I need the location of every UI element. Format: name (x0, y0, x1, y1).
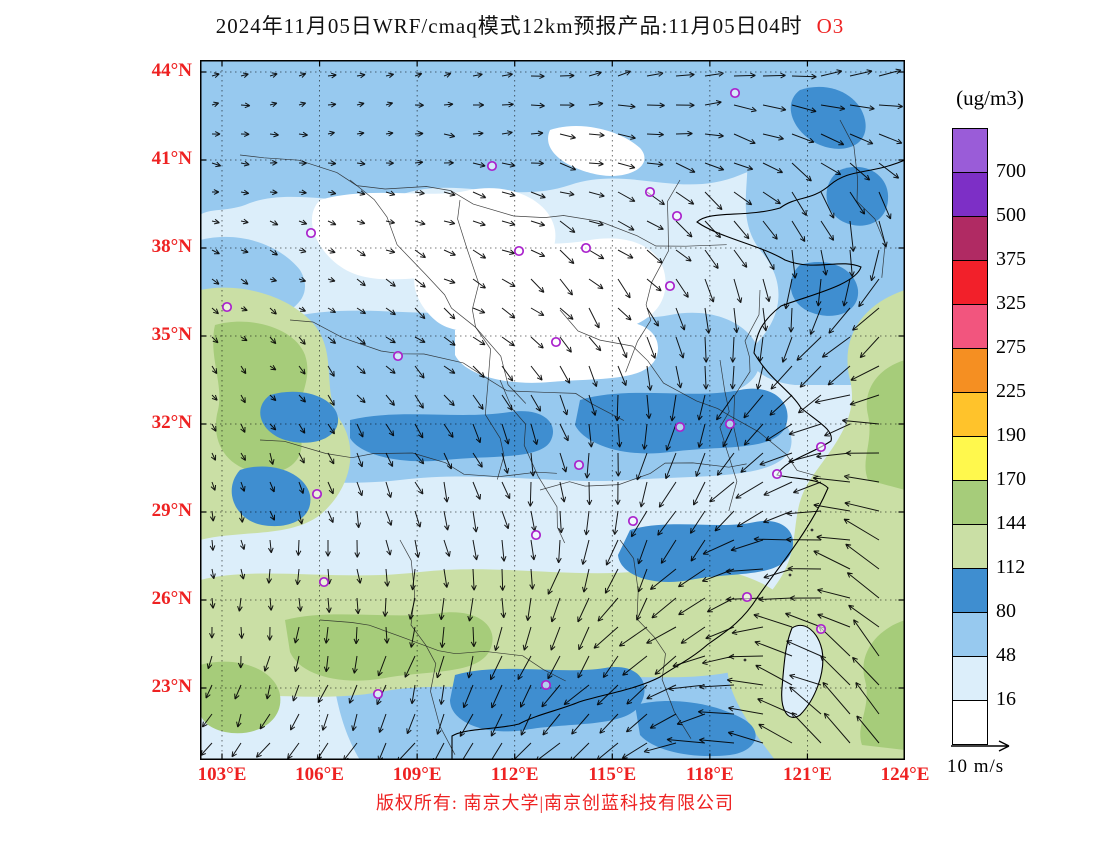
lat-label: 35°N (151, 324, 192, 345)
colorbar-cell (953, 569, 987, 613)
lon-label: 115°E (588, 764, 637, 785)
pollutant-label: O3 (816, 14, 845, 38)
city-marker (724, 418, 736, 430)
colorbar-cell (953, 393, 987, 437)
city-marker (580, 242, 592, 254)
city-marker (771, 468, 783, 480)
city-marker (644, 186, 656, 198)
colorbar-cell (953, 481, 987, 525)
map-canvas (200, 60, 905, 760)
lat-label: 29°N (151, 500, 192, 521)
coastline (451, 159, 905, 760)
colorbar-tick-label: 80 (996, 600, 1016, 622)
colorbar-cell (953, 217, 987, 261)
colorbar-tick-label: 225 (996, 380, 1026, 402)
city-marker (540, 679, 552, 691)
colorbar-cell (953, 173, 987, 217)
city-marker (318, 576, 330, 588)
city-marker (674, 421, 686, 433)
city-marker (815, 441, 827, 453)
city-marker (513, 245, 525, 257)
city-marker (311, 488, 323, 500)
lon-label: 121°E (783, 764, 832, 785)
lon-label: 109°E (392, 764, 442, 785)
city-marker (729, 87, 741, 99)
lon-label: 118°E (685, 764, 734, 785)
province-borders (239, 119, 886, 755)
wind-arrows (200, 68, 904, 760)
colorbar-tick-label: 16 (996, 688, 1016, 710)
lat-label: 26°N (151, 588, 192, 609)
lon-label: 124°E (880, 764, 930, 785)
colorbar (952, 128, 988, 745)
city-markers-layer (221, 87, 827, 700)
city-marker (221, 301, 233, 313)
colorbar-tick-label: 190 (996, 424, 1026, 446)
lon-label: 103°E (197, 764, 247, 785)
city-marker (664, 280, 676, 292)
wind-arrow-icon (951, 740, 1010, 752)
city-marker (550, 336, 562, 348)
colorbar-cell (953, 657, 987, 701)
city-marker (305, 227, 317, 239)
city-marker (741, 591, 753, 603)
lat-label: 44°N (151, 60, 192, 81)
lat-label: 38°N (151, 236, 192, 257)
colorbar-cell (953, 261, 987, 305)
colorbar-tick-label: 275 (996, 336, 1026, 358)
coastal-island (788, 573, 792, 577)
colorbar-tick-label: 500 (996, 204, 1026, 226)
colorbar-tick-label: 170 (996, 468, 1026, 490)
colorbar-unit-label: (ug/m3) (956, 86, 1024, 110)
colorbar-tick-label: 700 (996, 160, 1026, 182)
colorbar-tick-label: 325 (996, 292, 1026, 314)
lon-label: 106°E (295, 764, 344, 785)
map-frame (200, 60, 905, 760)
colorbar-tick-label: 144 (996, 512, 1026, 534)
city-marker (392, 350, 404, 362)
colorbar-cell (953, 525, 987, 569)
colorbar-cell (953, 437, 987, 481)
city-marker (372, 688, 384, 700)
title-text: 2024年11月05日WRF/cmaq模式12km预报产品:11月05日04时 (215, 14, 803, 38)
colorbar-cell (953, 613, 987, 657)
wind-vector-field (200, 68, 904, 760)
city-marker (573, 459, 585, 471)
graticule-grid (200, 60, 905, 760)
lat-label: 41°N (151, 148, 192, 169)
colorbar-cell (953, 305, 987, 349)
taiwan-island (781, 624, 824, 718)
city-marker (815, 623, 827, 635)
lat-label: 32°N (151, 412, 192, 433)
city-marker (627, 515, 639, 527)
coastal-island (810, 528, 814, 532)
city-marker (671, 210, 683, 222)
mainland-coastline (451, 159, 905, 760)
colorbar-tick-label: 375 (996, 248, 1026, 270)
colorbar-cell (953, 701, 987, 744)
page-title: 2024年11月05日WRF/cmaq模式12km预报产品:11月05日04时 O… (90, 10, 970, 40)
coastal-island (743, 658, 747, 662)
colorbar-cell (953, 129, 987, 173)
copyright-footer: 版权所有: 南京大学|南京创蓝科技有限公司 (375, 793, 735, 813)
colorbar-tick-label: 48 (996, 644, 1016, 666)
colorbar-cell (953, 349, 987, 393)
city-marker (486, 160, 498, 172)
city-marker (530, 529, 542, 541)
colorbar-tick-label: 112 (996, 556, 1026, 578)
wind-legend-label: 10 m/s (947, 756, 1005, 777)
lat-label: 23°N (151, 676, 192, 697)
lon-label: 112°E (490, 764, 539, 785)
o3-concentration-field (200, 60, 905, 760)
